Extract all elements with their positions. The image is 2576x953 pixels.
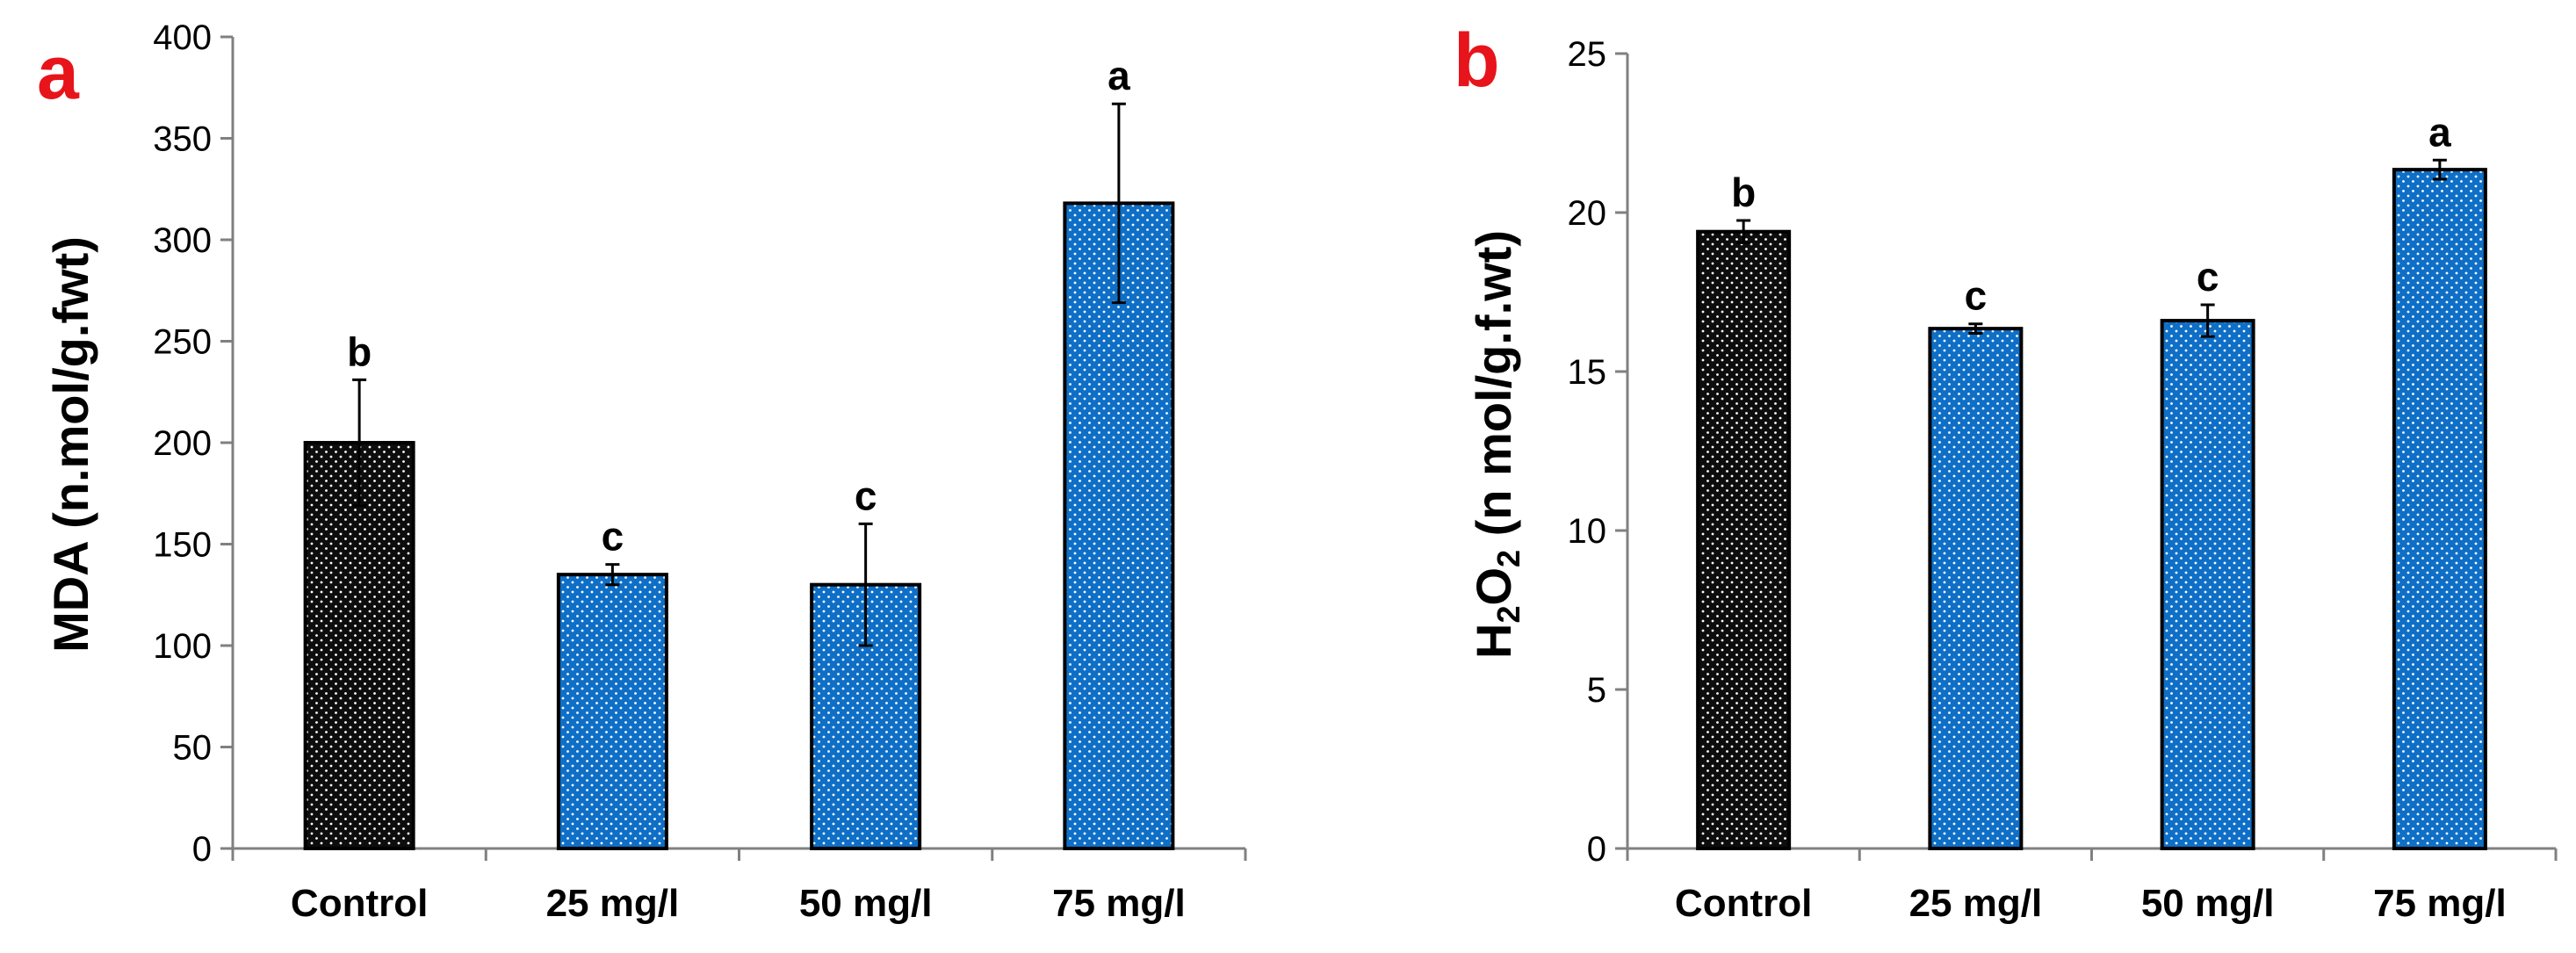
- x-tick-label-b-1: Control: [1675, 882, 1812, 925]
- x-tick-label-a-1: Control: [291, 882, 428, 925]
- bar-b-2: [1928, 327, 2024, 850]
- y-tick-label-a: 150: [153, 526, 212, 565]
- axes-b: 0 5 10 15 20 25 Control 25 mg/l 50 mg/l 75 mg/l: [1568, 35, 2558, 925]
- significance-label-a-3: c: [855, 473, 877, 518]
- bars-a: b c c a: [303, 53, 1175, 851]
- y-tick-label-a: 400: [153, 18, 212, 57]
- x-tick-label-b-2: 25 mg/l: [1909, 882, 2043, 925]
- y-tick-label-b: 5: [1587, 671, 1606, 710]
- significance-label-b-3: c: [2197, 254, 2219, 300]
- y-tick-label-b: 10: [1568, 512, 1607, 551]
- bar-b-4: [2392, 168, 2487, 850]
- y-axis-label-b-sub2: 2: [1490, 550, 1526, 567]
- bar-b-3: [2160, 319, 2255, 850]
- significance-label-b-1: b: [1731, 170, 1756, 215]
- y-tick-label-a: 250: [153, 323, 212, 362]
- significance-label-a-4: a: [1108, 53, 1130, 98]
- y-tick-label-a: 0: [192, 830, 212, 869]
- y-axis-label-b-h: H: [1466, 624, 1521, 659]
- bar-a-2: [556, 573, 668, 851]
- x-tick-label-a-2: 25 mg/l: [546, 882, 680, 925]
- panel-label-a: a: [37, 31, 80, 115]
- y-axis-label-b-rest: (n mol/g.f.wt): [1466, 230, 1521, 550]
- y-axis-label-b: H2O2 (n mol/g.f.wt): [1466, 230, 1526, 659]
- panel-label-b: b: [1454, 18, 1500, 103]
- x-tick-label-a-4: 75 mg/l: [1052, 882, 1186, 925]
- chart-panel-a: a MDA (n.mol/g.fwt) 0 50 100 150 200 250 300 35…: [37, 18, 1247, 925]
- x-tick-label-b-4: 75 mg/l: [2373, 882, 2507, 925]
- significance-label-a-2: c: [602, 514, 624, 560]
- bars-b: b c c a: [1696, 109, 2487, 851]
- y-tick-label-b: 0: [1587, 830, 1606, 869]
- x-tick-label-b-3: 50 mg/l: [2141, 882, 2275, 925]
- y-tick-label-a: 200: [153, 424, 212, 463]
- y-tick-label-a: 100: [153, 627, 212, 666]
- significance-label-b-2: c: [1965, 273, 1988, 319]
- y-tick-label-b: 20: [1568, 194, 1607, 233]
- significance-label-a-1: b: [347, 328, 372, 374]
- axes-a: 0 50 100 150 200 250 300 350 400 Control 25 mg/l 50…: [153, 18, 1247, 925]
- x-tick-label-a-3: 50 mg/l: [799, 882, 933, 925]
- y-axis-label-b-o: O: [1466, 567, 1521, 606]
- y-tick-label-b: 15: [1568, 353, 1607, 392]
- significance-label-b-4: a: [2428, 109, 2451, 155]
- y-axis-label-a: MDA (n.mol/g.fwt): [43, 236, 98, 653]
- y-tick-label-a: 300: [153, 221, 212, 260]
- bar-a-4: [1063, 201, 1175, 851]
- y-tick-label-a: 50: [173, 729, 213, 768]
- bar-b-1: [1696, 229, 1792, 851]
- y-axis-label-b-sub1: 2: [1490, 606, 1526, 624]
- y-tick-label-b: 25: [1568, 35, 1607, 74]
- y-tick-label-a: 350: [153, 120, 212, 159]
